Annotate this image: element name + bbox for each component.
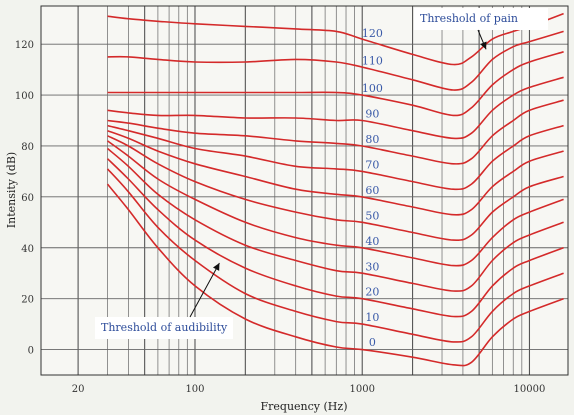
y-tick-label: 120 (15, 40, 34, 51)
threshold-of-audibility-annotation: Threshold of audibility (95, 262, 233, 339)
y-tick-label: 100 (15, 91, 34, 102)
y-tick-labels: 0 20 40 60 80 100 120 (15, 40, 34, 356)
y-tick-label: 40 (21, 244, 34, 255)
y-tick-label: 20 (21, 295, 34, 306)
phon-label-30: 30 (365, 260, 379, 273)
y-tick-label: 60 (21, 193, 34, 204)
phon-label-70: 70 (365, 158, 379, 171)
phon-curves (106, 12, 564, 367)
curve-20-phon (106, 158, 564, 318)
threshold-of-audibility-label: Threshold of audibility (101, 321, 228, 334)
curve-10-phon (106, 168, 564, 343)
threshold-of-pain-box (414, 8, 548, 30)
phon-label-20: 20 (365, 286, 379, 299)
threshold-of-pain-label: Threshold of pain (420, 12, 518, 25)
curve-80-phon (107, 99, 564, 165)
phon-label-0: 0 (369, 336, 376, 349)
x-tick-label: 100 (185, 384, 204, 395)
x-tick-label: 1000 (350, 384, 375, 395)
x-axis-label: Frequency (Hz) (261, 400, 348, 413)
plot-frame (40, 5, 569, 376)
x-tick-label: 10000 (514, 384, 546, 395)
phon-label-50: 50 (365, 209, 379, 222)
curve-0-phon (106, 183, 564, 367)
threshold-of-audibility-box (95, 317, 233, 339)
phon-label-120: 120 (362, 27, 383, 40)
x-tick-label: 20 (72, 384, 85, 395)
curve-30-phon (106, 147, 564, 292)
y-tick-label: 0 (28, 346, 34, 357)
threshold-of-audibility-arrowhead (213, 263, 220, 271)
phon-labels: 0 10 20 30 40 50 60 70 80 90 100 110 120 (362, 27, 383, 349)
curve-110-phon (107, 30, 564, 91)
curve-50-phon (107, 135, 564, 241)
phon-label-80: 80 (365, 133, 379, 146)
phon-label-100: 100 (362, 82, 383, 95)
threshold-of-pain-annotation: Threshold of pain (414, 8, 548, 50)
curve-120-phon (107, 12, 564, 66)
curve-60-phon (107, 129, 564, 216)
phon-label-40: 40 (365, 235, 379, 248)
threshold-of-audibility-arrow (189, 262, 220, 318)
phon-label-60: 60 (365, 184, 379, 197)
y-axis-label: Intensity (dB) (5, 152, 18, 228)
x-tick-labels: 20 100 1000 10000 (72, 384, 546, 395)
phon-label-110: 110 (362, 55, 383, 68)
curve-100-phon (107, 51, 564, 117)
curve-40-phon (107, 140, 564, 267)
y-tick-label: 80 (21, 142, 34, 153)
curve-70-phon (107, 124, 564, 191)
threshold-of-pain-arrowhead (480, 41, 487, 50)
curve-90-phon (107, 76, 564, 140)
phon-label-90: 90 (365, 108, 379, 121)
phon-label-10: 10 (365, 311, 379, 324)
